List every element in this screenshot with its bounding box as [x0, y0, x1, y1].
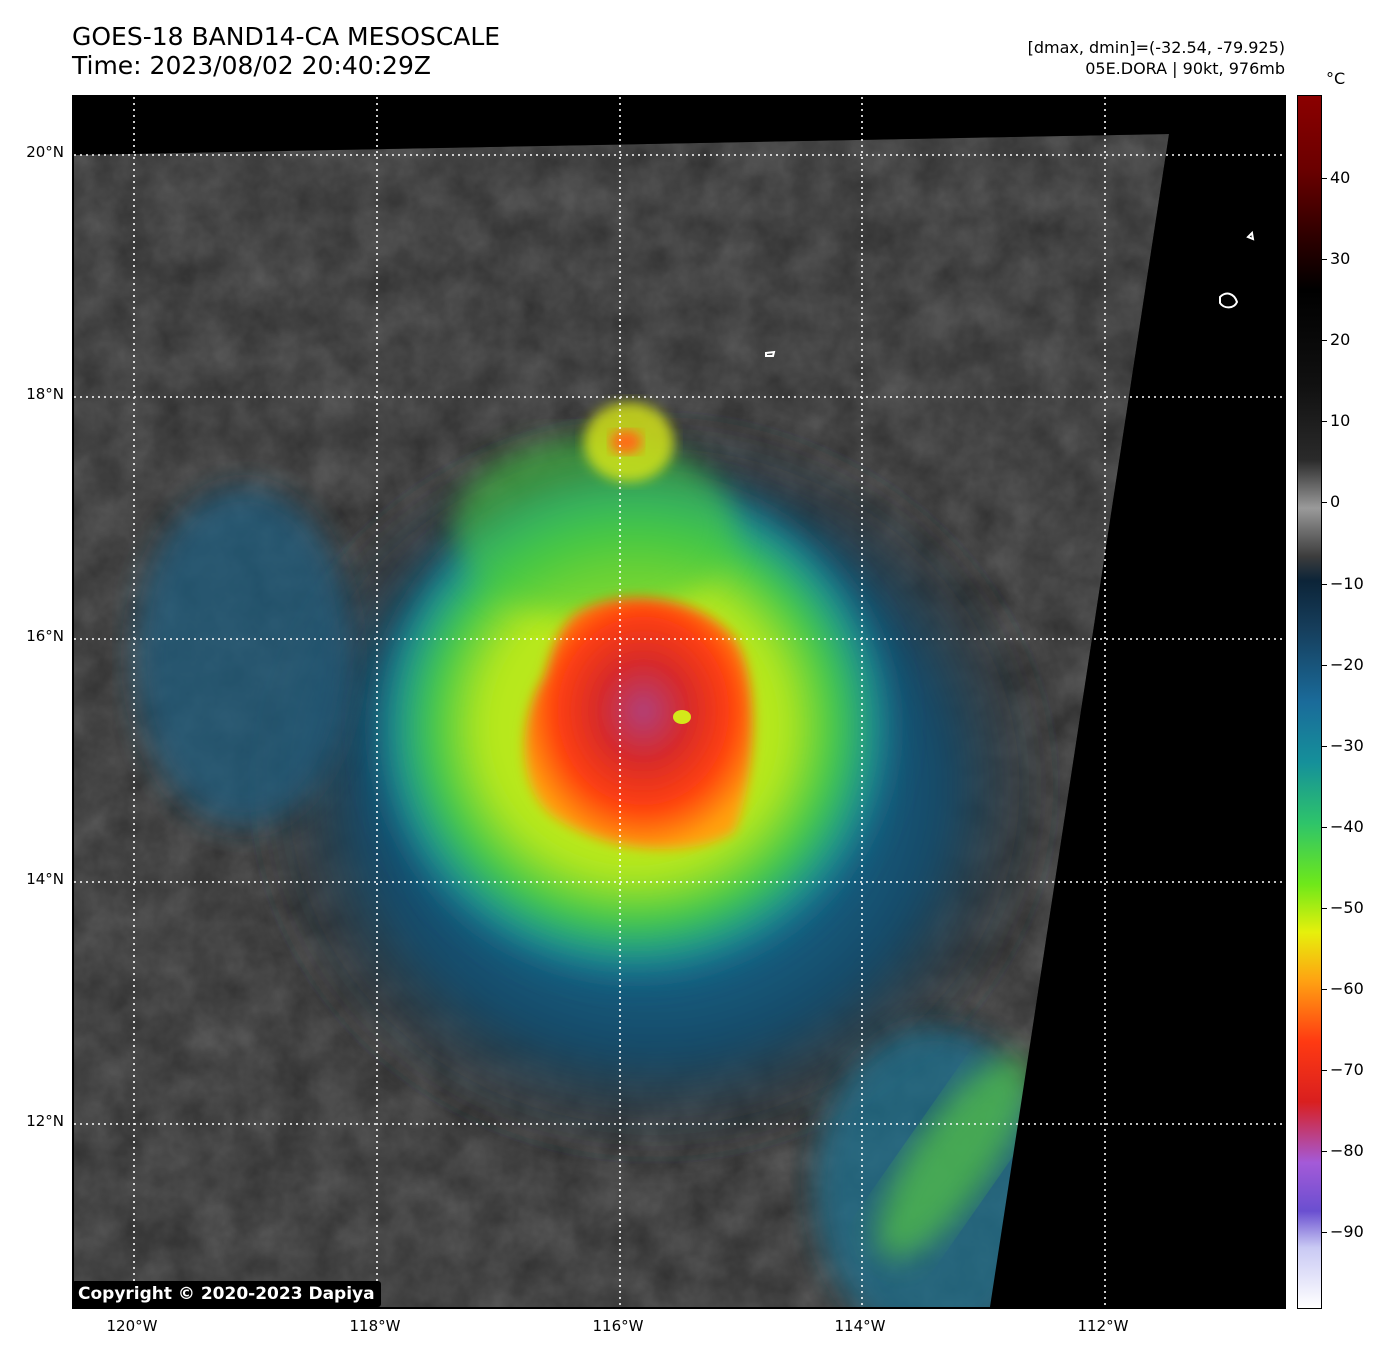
- no-data-region: [990, 134, 1284, 1307]
- gridlines: [74, 97, 1284, 1307]
- storm-info: 05E.DORA | 90kt, 976mb: [1085, 59, 1285, 78]
- island-outline: [1219, 292, 1239, 309]
- satellite-image-map: [72, 95, 1286, 1309]
- lat-label-14n: 14°N: [26, 870, 64, 888]
- lat-label-20n: 20°N: [26, 143, 64, 161]
- colorbar-tick-label: 0: [1330, 492, 1341, 512]
- colorbar-tick-label: −70: [1330, 1060, 1364, 1080]
- colorbar-unit: °C: [1326, 69, 1346, 88]
- colorbar-tick: [1322, 502, 1327, 504]
- north-cell-core: [610, 430, 642, 454]
- colorbar-tick-label: 30: [1330, 249, 1351, 269]
- colorbar-tick: [1322, 259, 1327, 261]
- colorbar-tick: [1322, 1151, 1327, 1153]
- lat-label-12n: 12°N: [26, 1112, 64, 1130]
- lat-label-18n: 18°N: [26, 385, 64, 403]
- north-band: [454, 437, 734, 617]
- title-time: Time: 2023/08/02 20:40:29Z: [72, 51, 431, 80]
- central-dense-overcast: [524, 597, 753, 850]
- colorbar-tick: [1322, 745, 1327, 747]
- copyright-notice: Copyright © 2020-2023 Dapiya: [72, 1281, 381, 1307]
- colorbar-tick-label: −30: [1330, 735, 1364, 755]
- colorbar-tick-label: −10: [1330, 573, 1364, 593]
- colorbar: [1297, 95, 1322, 1309]
- colorbar-tick: [1322, 1070, 1327, 1072]
- colorbar-tick-label: −20: [1330, 654, 1364, 674]
- colorbar-tick: [1322, 826, 1327, 828]
- colorbar-tick: [1322, 178, 1327, 179]
- colorbar-tick-label: −50: [1330, 897, 1364, 917]
- colorbar-tick-label: −60: [1330, 979, 1364, 998]
- southeast-band-core: [877, 1056, 1031, 1258]
- colorbar-tick-label: 10: [1330, 411, 1351, 431]
- title-line-1: GOES-18 BAND14-CA MESOSCALE: [72, 22, 501, 51]
- colorbar-tick-label: −40: [1330, 816, 1364, 836]
- colorbar-tick-label: 20: [1330, 330, 1351, 350]
- dmax-dmin-readout: [dmax, dmin]=(-32.54, -79.925): [1027, 38, 1285, 57]
- colorbar-tick: [1322, 421, 1327, 423]
- colorbar-tick: [1322, 907, 1327, 909]
- satellite-image: [74, 97, 1284, 1307]
- colorbar-tick: [1322, 583, 1327, 585]
- island-outline: [765, 350, 776, 357]
- colorbar-tick: [1322, 664, 1327, 666]
- lon-label-116w: 116°W: [592, 1317, 644, 1335]
- lon-label-118w: 118°W: [349, 1317, 401, 1335]
- colorbar-tick-label: 40: [1330, 168, 1351, 187]
- eye: [673, 710, 691, 724]
- island-outline: [1246, 230, 1255, 241]
- colorbar-tick: [1322, 340, 1327, 342]
- lon-label-112w: 112°W: [1077, 1317, 1129, 1335]
- colorbar-tick-label: −80: [1330, 1141, 1364, 1161]
- colorbar-tick: [1322, 989, 1327, 990]
- west-convection: [134, 487, 354, 827]
- lat-label-16n: 16°N: [26, 627, 64, 645]
- lon-label-120w: 120°W: [106, 1317, 158, 1335]
- colorbar-tick: [1322, 1232, 1327, 1234]
- colorbar-tick-label: −90: [1330, 1222, 1364, 1242]
- lon-label-114w: 114°W: [834, 1317, 886, 1335]
